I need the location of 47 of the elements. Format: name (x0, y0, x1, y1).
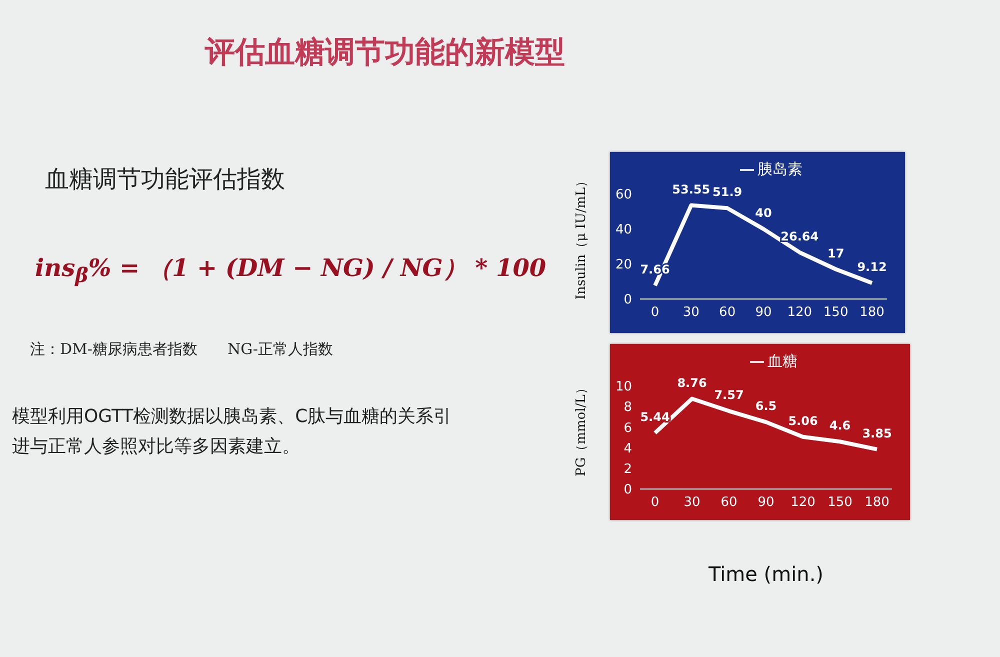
data-label: 40 (755, 206, 772, 220)
y-tick-label: 60 (615, 188, 632, 203)
y-tick-label: 4 (624, 441, 632, 456)
data-label: 8.76 (677, 376, 707, 390)
x-axis-title: Time (min.) (708, 562, 824, 586)
legend-label: 血糖 (768, 352, 798, 370)
data-label: 5.44 (640, 410, 670, 424)
text: 血糖调节功能评估指数 (45, 164, 285, 195)
text: ins$_{β}$% = （1 + (DM − NG) / NG） * 100 (35, 252, 546, 287)
x-tick-label: 0 (650, 495, 660, 510)
data-label: 6.5 (755, 399, 777, 414)
data-label: 26.64 (780, 229, 819, 244)
data-label: 51.9 (712, 185, 742, 200)
text: 模型利用OGTT检测数据以胰岛素、C肽与血糖的关系引进与正常人参照对比等多因素建立。 (12, 405, 453, 459)
x-tick-label: 90 (758, 495, 774, 510)
data-label: 7.57 (714, 388, 744, 402)
x-tick-label: 180 (864, 495, 890, 510)
x-tick-label: 150 (823, 305, 848, 320)
data-label: 5.06 (788, 414, 818, 428)
y-axis-title: PG（mmol/L） (573, 380, 590, 478)
data-label: 3.85 (862, 426, 892, 440)
x-tick-label: 30 (682, 305, 700, 320)
text: 注：DM-糖尿病患者指数 NG-正常人指数 (30, 340, 333, 359)
x-tick-label: 90 (755, 305, 772, 320)
y-tick-label: 10 (615, 380, 632, 395)
y-axis-title: Insulin（μ IU/mL） (573, 173, 590, 302)
x-tick-label: 120 (787, 305, 812, 320)
x-tick-label: 0 (650, 305, 660, 320)
data-label: 4.6 (829, 418, 851, 433)
legend-label: 胰岛素 (758, 160, 802, 178)
x-tick-label: 60 (719, 305, 736, 320)
x-tick-label: 120 (790, 495, 816, 510)
y-tick-label: 0 (624, 292, 632, 308)
y-tick-label: 2 (624, 462, 632, 478)
x-tick-label: 180 (860, 305, 884, 320)
y-tick-label: 6 (624, 420, 632, 436)
text: 评估血糖调节功能的新模型 (205, 34, 565, 72)
x-tick-label: 30 (684, 495, 700, 510)
x-tick-label: 150 (828, 495, 852, 510)
y-tick-label: 8 (624, 400, 632, 416)
y-tick-label: 0 (624, 482, 632, 498)
data-label: 9.12 (857, 260, 887, 274)
data-label: 17 (827, 246, 844, 260)
y-tick-label: 20 (615, 258, 632, 273)
data-label: 53.55 (672, 182, 710, 196)
x-tick-label: 60 (720, 495, 738, 510)
y-tick-label: 40 (615, 222, 632, 238)
